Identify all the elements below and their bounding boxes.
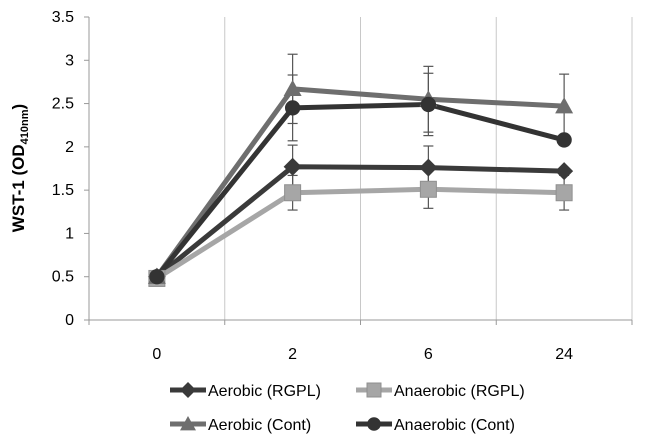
triangle-marker [283,79,302,97]
y-axis-title: WST-1 (OD410nm) [9,104,31,232]
series-line [155,164,565,279]
series-markers [147,79,574,287]
y-tick-label: 2 [65,139,74,156]
x-tick-label: 0 [152,346,161,363]
legend: Aerobic (RGPL) Anaerobic (RGPL) Aerobic (C… [170,382,525,434]
circle-marker [556,132,572,148]
square-marker [419,180,437,198]
diamond-marker [180,382,196,398]
triangle-marker [555,97,574,114]
x-tick-label: 2 [288,346,297,363]
diamond-marker [555,162,574,181]
circle-marker [420,96,437,113]
circle-marker [149,269,165,285]
y-tick-label: 1 [65,225,74,242]
square-marker [555,184,573,202]
x-tick-label: 24 [555,346,573,363]
series-lines [154,86,565,281]
square-marker [284,184,302,202]
series-line [155,186,565,281]
x-tick-label: 6 [424,346,433,363]
y-tick-label: 3 [65,52,74,69]
y-tick-label: 1.5 [52,182,74,199]
y-tick-label: 3.5 [52,9,74,26]
y-tick-label: 0.5 [52,269,74,286]
diamond-marker [419,158,438,177]
x-tick-labels: 0 2 6 24 [152,346,573,363]
series-line [154,86,565,279]
y-tick-labels: 0 0.5 1 1.5 2 2.5 3 3.5 [52,9,74,329]
series-line [154,101,565,279]
circle-marker [367,417,381,431]
triangle-marker [180,416,196,431]
legend-label: Anaerobic (Cont) [394,417,515,434]
legend-label: Aerobic (RGPL) [208,383,321,400]
square-marker [366,382,382,398]
y-tick-label: 0 [65,312,74,329]
legend-label: Anaerobic (RGPL) [394,383,525,400]
diamond-marker [283,157,302,176]
circle-marker [284,100,301,116]
axes [84,16,633,325]
legend-label: Aerobic (Cont) [208,417,311,434]
y-tick-label: 2.5 [52,96,74,113]
